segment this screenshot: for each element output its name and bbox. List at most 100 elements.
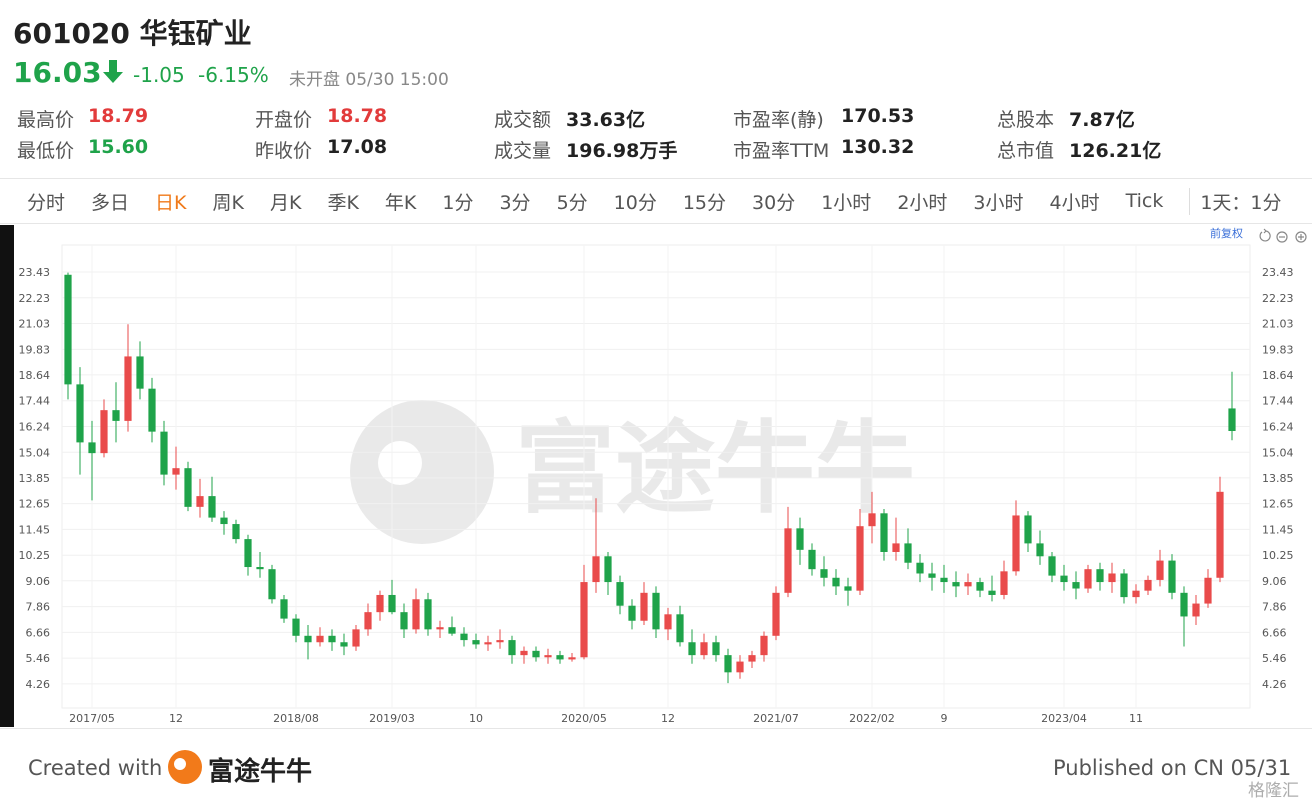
candle-body bbox=[400, 612, 408, 630]
candle-body bbox=[1000, 571, 1008, 595]
candle-body bbox=[1036, 543, 1044, 557]
candle-body bbox=[940, 577, 948, 583]
tab[interactable]: 日K bbox=[155, 191, 187, 214]
x-tick-label: 2020/05 bbox=[561, 712, 607, 725]
tab[interactable]: 年K bbox=[384, 191, 417, 214]
candle-body bbox=[340, 642, 348, 647]
y-tick-label-right: 17.44 bbox=[1262, 395, 1294, 408]
stock-title: 601020 华钰矿业 bbox=[13, 17, 252, 50]
y-tick-label-right: 19.83 bbox=[1262, 343, 1294, 356]
candle-body bbox=[676, 614, 684, 643]
watermark-text: 富途牛牛 bbox=[515, 410, 915, 527]
candle-body bbox=[292, 618, 300, 636]
y-tick-label: 13.85 bbox=[19, 472, 51, 485]
tab[interactable]: Tick bbox=[1125, 190, 1164, 212]
candle-body bbox=[532, 650, 540, 658]
side-bar bbox=[0, 225, 14, 727]
tab[interactable]: 1分 bbox=[442, 191, 474, 214]
y-tick-label-right: 10.25 bbox=[1262, 549, 1294, 562]
x-tick-label: 10 bbox=[469, 712, 483, 725]
tab[interactable]: 5分 bbox=[556, 191, 588, 214]
candle-body bbox=[352, 629, 360, 647]
y-tick-label-right: 12.65 bbox=[1262, 498, 1294, 511]
x-tick-label: 9 bbox=[941, 712, 948, 725]
stat-value: 196.98万手 bbox=[566, 140, 678, 162]
candle-body bbox=[112, 410, 120, 421]
stat-label: 最低价 bbox=[17, 140, 75, 162]
stat-value: 15.60 bbox=[88, 136, 149, 158]
candle-body bbox=[1060, 575, 1068, 583]
stat-value: 170.53 bbox=[841, 105, 915, 127]
plot-frame bbox=[61, 244, 1251, 709]
adjust-label[interactable]: 前复权 bbox=[1210, 226, 1243, 240]
candle-body bbox=[628, 605, 636, 621]
stat-value: 33.63亿 bbox=[566, 109, 646, 131]
stat-label: 昨收价 bbox=[255, 140, 313, 162]
y-tick-label: 11.45 bbox=[19, 523, 51, 536]
candle-body bbox=[760, 635, 768, 656]
y-tick-label-right: 7.86 bbox=[1262, 601, 1287, 614]
candle-body bbox=[124, 356, 132, 421]
candle-body bbox=[520, 650, 528, 656]
candle-body bbox=[1228, 408, 1236, 431]
candle-body bbox=[448, 627, 456, 634]
candle-body bbox=[844, 586, 852, 591]
zoom-controls[interactable] bbox=[1259, 228, 1307, 243]
y-tick-label: 12.65 bbox=[19, 498, 51, 511]
source-watermark: 格隆汇 bbox=[1248, 781, 1299, 801]
price-change-pct: -6.15% bbox=[198, 63, 269, 87]
tab[interactable]: 季K bbox=[327, 191, 359, 214]
tab[interactable]: 多日 bbox=[91, 191, 130, 214]
candle-body bbox=[1132, 590, 1140, 598]
candle-body bbox=[1012, 515, 1020, 572]
candle-body bbox=[1108, 573, 1116, 583]
candle-body bbox=[484, 642, 492, 645]
y-tick-label: 17.44 bbox=[19, 395, 51, 408]
candle-body bbox=[736, 661, 744, 673]
tab[interactable]: 月K bbox=[269, 191, 302, 214]
price: 16.03 bbox=[13, 56, 102, 89]
y-tick-label: 18.64 bbox=[19, 369, 51, 382]
stat-value: 7.87亿 bbox=[1069, 109, 1135, 131]
candle-body bbox=[472, 640, 480, 645]
candle-body bbox=[616, 582, 624, 606]
tab[interactable]: 10分 bbox=[613, 191, 657, 214]
candle-body bbox=[328, 635, 336, 643]
candle-body bbox=[916, 562, 924, 574]
candle-body bbox=[508, 640, 516, 656]
candle-body bbox=[1156, 560, 1164, 580]
tab[interactable]: 15分 bbox=[682, 191, 727, 214]
candle-body bbox=[220, 517, 228, 525]
tab[interactable]: 4小时 bbox=[1049, 191, 1100, 214]
tab[interactable]: 1小时 bbox=[821, 191, 872, 214]
candle-body bbox=[280, 599, 288, 619]
y-tick-label-right: 6.66 bbox=[1262, 626, 1287, 639]
y-tick-label-right: 4.26 bbox=[1262, 678, 1287, 691]
stat-label: 总市值 bbox=[997, 140, 1055, 162]
candle-body bbox=[724, 655, 732, 673]
y-tick-label-right: 15.04 bbox=[1262, 446, 1294, 459]
tab[interactable]: 周K bbox=[212, 191, 244, 214]
candle-body bbox=[148, 388, 156, 432]
candle-body bbox=[364, 612, 372, 630]
stat-label: 市盈率TTM bbox=[733, 140, 830, 162]
tab[interactable]: 3分 bbox=[499, 191, 531, 214]
tab[interactable]: 30分 bbox=[752, 191, 796, 214]
candle-body bbox=[652, 592, 660, 630]
tab[interactable]: 3小时 bbox=[973, 191, 1024, 214]
candle-body bbox=[1180, 592, 1188, 617]
candle-body bbox=[1084, 569, 1092, 589]
tab[interactable]: 1天：1分 bbox=[1189, 187, 1282, 215]
tab[interactable]: 分时 bbox=[27, 191, 66, 214]
y-tick-label-right: 23.43 bbox=[1262, 266, 1294, 279]
y-tick-label: 21.03 bbox=[19, 318, 51, 331]
candle-body bbox=[208, 496, 216, 518]
candle-body bbox=[388, 594, 396, 613]
candle-body bbox=[832, 577, 840, 587]
tab[interactable]: 2小时 bbox=[897, 191, 948, 214]
candle-body bbox=[820, 569, 828, 578]
candle-body bbox=[1216, 491, 1224, 578]
x-tick-label: 12 bbox=[169, 712, 183, 725]
candle-body bbox=[892, 543, 900, 552]
